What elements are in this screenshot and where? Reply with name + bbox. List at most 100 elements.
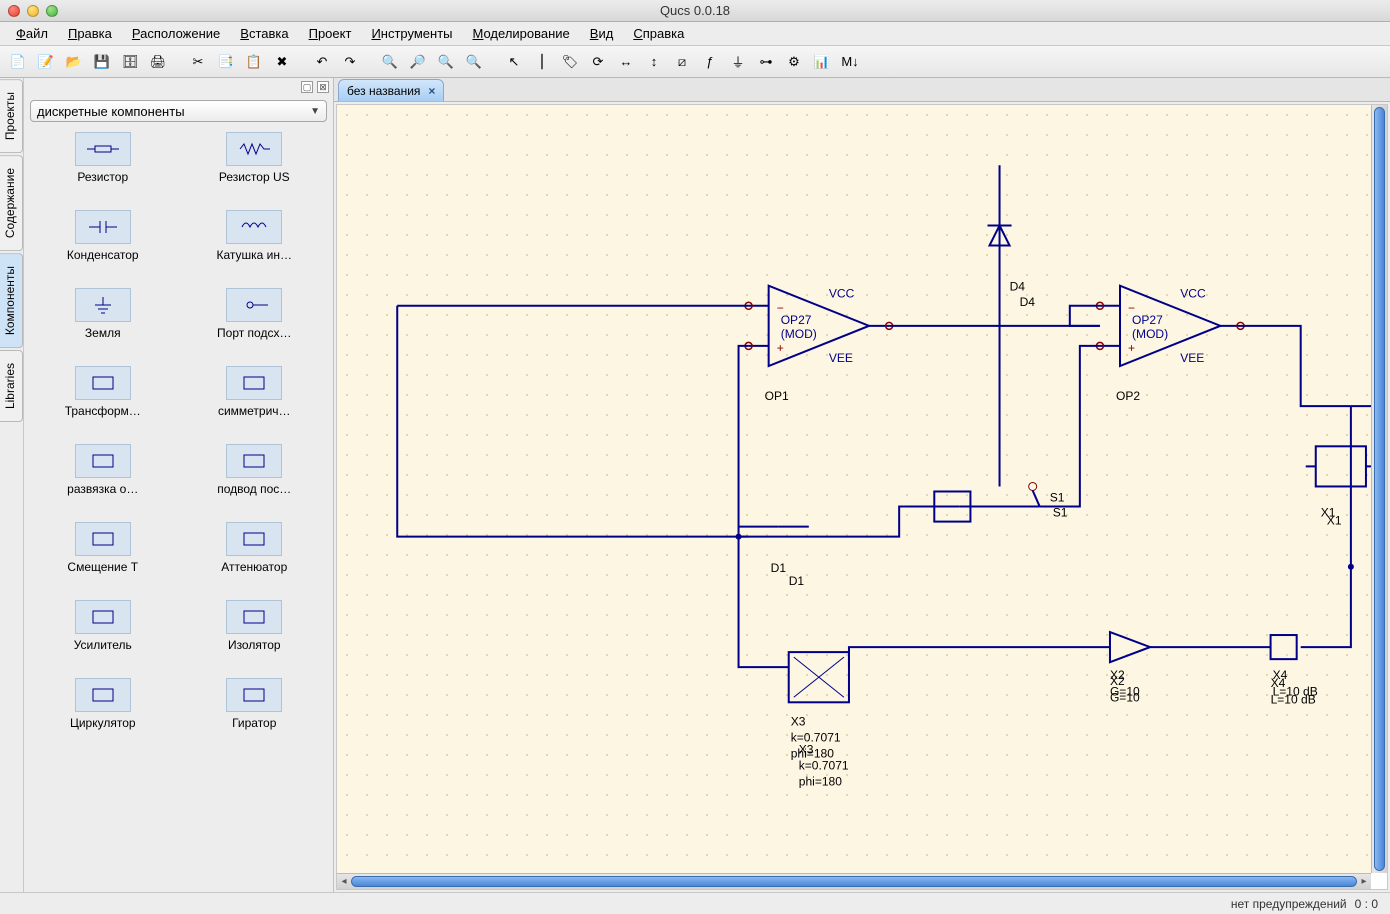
menu-правка[interactable]: Правка	[60, 24, 120, 43]
svg-text:OP27: OP27	[1132, 313, 1163, 327]
tool-paste[interactable]: 📋	[242, 50, 266, 74]
palette-item[interactable]: Конденсатор	[30, 210, 176, 278]
palette-thumb	[75, 210, 131, 244]
palette-label: Порт подсх…	[217, 326, 291, 340]
tool-insert-eqn[interactable]: ƒ	[698, 50, 722, 74]
palette-item[interactable]: Гиратор	[182, 678, 328, 746]
tool-deactivate[interactable]: ⧄	[670, 50, 694, 74]
schematic-canvas[interactable]: −+VCCVEEOP27(MOD)OP1−+VCCVEEOP27(MOD)OP2…	[337, 105, 1371, 873]
component-palette: Резистор Резистор US КонденсаторКатушка ин…	[24, 126, 333, 892]
palette-label: симметрич…	[218, 404, 291, 418]
tool-save-all[interactable]: 🗄	[118, 50, 142, 74]
palette-item[interactable]: Земля	[30, 288, 176, 356]
svg-text:OP27: OP27	[781, 313, 812, 327]
palette-item[interactable]: подвод пос…	[182, 444, 328, 512]
tool-new-text[interactable]: 📝	[34, 50, 58, 74]
svg-text:D1: D1	[789, 574, 805, 588]
palette-thumb	[226, 132, 282, 166]
side-tab-содержание[interactable]: Содержание	[0, 155, 23, 251]
tool-print[interactable]: 🖨	[146, 50, 170, 74]
vertical-scrollbar[interactable]	[1371, 105, 1387, 873]
palette-item[interactable]: Смещение Т	[30, 522, 176, 590]
tool-delete[interactable]: ✖	[270, 50, 294, 74]
close-tab-icon[interactable]: ×	[428, 84, 435, 98]
panel-close-icon[interactable]: ⊠	[317, 81, 329, 93]
svg-text:(MOD): (MOD)	[781, 327, 817, 341]
tool-simulate[interactable]: ⚙	[782, 50, 806, 74]
palette-item[interactable]: Резистор	[30, 132, 176, 200]
menu-инструменты[interactable]: Инструменты	[363, 24, 460, 43]
menu-вставка[interactable]: Вставка	[232, 24, 296, 43]
palette-label: развязка о…	[67, 482, 138, 496]
palette-label: Гиратор	[232, 716, 276, 730]
tool-zoom-in[interactable]: 🔍	[434, 50, 458, 74]
side-tab-bar: ПроектыСодержаниеКомпонентыLibraries	[0, 78, 24, 892]
tool-insert-gnd[interactable]: ⏚	[726, 50, 750, 74]
palette-item[interactable]: Катушка ин…	[182, 210, 328, 278]
palette-item[interactable]: симметрич…	[182, 366, 328, 434]
palette-label: Циркулятор	[70, 716, 136, 730]
svg-text:VCC: VCC	[1180, 287, 1206, 301]
chevron-down-icon: ▼	[310, 106, 320, 117]
status-warnings: нет предупреждений	[1231, 897, 1347, 911]
palette-item[interactable]: Изолятор	[182, 600, 328, 668]
menu-моделирование[interactable]: Моделирование	[465, 24, 578, 43]
status-bar: нет предупреждений 0 : 0	[0, 892, 1390, 914]
side-tab-компоненты[interactable]: Компоненты	[0, 253, 23, 348]
palette-thumb	[75, 132, 131, 166]
palette-label: Трансформ…	[65, 404, 141, 418]
svg-text:+: +	[1128, 341, 1135, 355]
tool-redo[interactable]: ↷	[338, 50, 362, 74]
tool-mirror-x[interactable]: ↔	[614, 50, 638, 74]
palette-thumb	[226, 288, 282, 322]
palette-item[interactable]: Трансформ…	[30, 366, 176, 434]
svg-text:X3: X3	[791, 714, 806, 728]
tool-zoom-1[interactable]: 🔍	[462, 50, 486, 74]
tool-mirror-y[interactable]: ↕	[642, 50, 666, 74]
horizontal-scrollbar[interactable]: ◂ ▸	[337, 873, 1371, 889]
menu-вид[interactable]: Вид	[582, 24, 622, 43]
tool-copy[interactable]: 📑	[214, 50, 238, 74]
palette-item[interactable]: Резистор US	[182, 132, 328, 200]
svg-text:+: +	[777, 341, 784, 355]
category-combo[interactable]: дискретные компоненты ▼	[30, 100, 327, 122]
tool-view-data[interactable]: M↓	[838, 50, 862, 74]
palette-label: Земля	[85, 326, 121, 340]
document-tab-title: без названия	[347, 84, 420, 98]
side-tab-проекты[interactable]: Проекты	[0, 79, 23, 153]
document-tab[interactable]: без названия ×	[338, 79, 444, 101]
palette-item[interactable]: Аттенюатор	[182, 522, 328, 590]
canvas-area: −+VCCVEEOP27(MOD)OP1−+VCCVEEOP27(MOD)OP2…	[336, 104, 1388, 890]
tool-new[interactable]: 📄	[6, 50, 30, 74]
tool-show-last[interactable]: 📊	[810, 50, 834, 74]
menu-расположение[interactable]: Расположение	[124, 24, 228, 43]
palette-item[interactable]: развязка о…	[30, 444, 176, 512]
side-tab-libraries[interactable]: Libraries	[0, 350, 23, 422]
tool-zoom-fit[interactable]: 🔍	[378, 50, 402, 74]
svg-text:phi=180: phi=180	[791, 747, 834, 761]
tool-label[interactable]: 🏷	[558, 50, 582, 74]
tool-pointer[interactable]: ↖	[502, 50, 526, 74]
palette-item[interactable]: Циркулятор	[30, 678, 176, 746]
palette-item[interactable]: Порт подсх…	[182, 288, 328, 356]
tool-insert-port[interactable]: ⊶	[754, 50, 778, 74]
tool-open[interactable]: 📂	[62, 50, 86, 74]
tool-rotate[interactable]: ⟳	[586, 50, 610, 74]
svg-text:L=10 dB: L=10 dB	[1273, 684, 1318, 698]
tool-zoom-out[interactable]: 🔎	[406, 50, 430, 74]
menu-проект[interactable]: Проект	[301, 24, 360, 43]
svg-text:D4: D4	[1020, 295, 1036, 309]
menu-файл[interactable]: Файл	[8, 24, 56, 43]
menu-справка[interactable]: Справка	[625, 24, 692, 43]
tool-wire[interactable]: ⎮	[530, 50, 554, 74]
status-coords: 0 : 0	[1355, 897, 1378, 911]
tool-cut[interactable]: ✂	[186, 50, 210, 74]
palette-thumb	[226, 210, 282, 244]
palette-thumb	[75, 288, 131, 322]
palette-label: Резистор US	[219, 170, 290, 184]
palette-item[interactable]: Усилитель	[30, 600, 176, 668]
palette-label: Аттенюатор	[221, 560, 287, 574]
tool-undo[interactable]: ↶	[310, 50, 334, 74]
tool-save[interactable]: 💾	[90, 50, 114, 74]
panel-float-icon[interactable]: ▢	[301, 81, 313, 93]
